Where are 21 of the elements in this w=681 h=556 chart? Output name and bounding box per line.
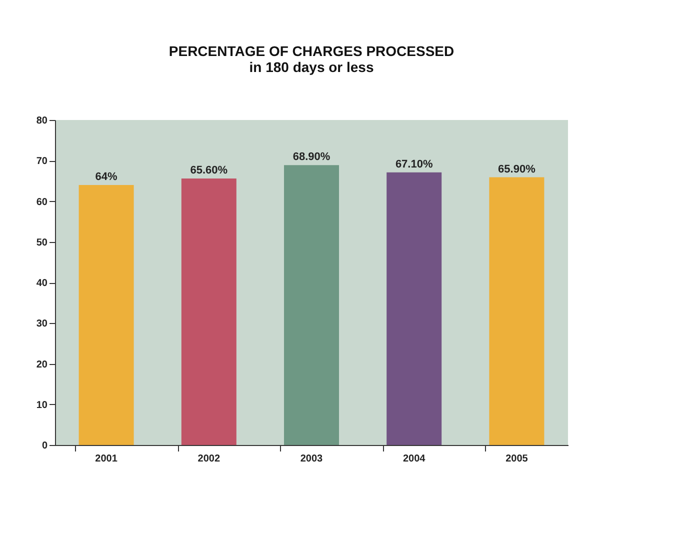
- data-label: 67.10%: [395, 158, 433, 170]
- y-tick-label: 60: [36, 196, 48, 208]
- x-tick-label: 2003: [300, 454, 324, 464]
- y-tick-label: 0: [42, 440, 48, 452]
- y-tick-label: 70: [36, 156, 48, 168]
- x-tick-label: 2004: [402, 454, 426, 464]
- y-tick-label: 40: [36, 278, 48, 289]
- x-tick-label: 2001: [95, 454, 118, 464]
- x-tick-label: 2005: [506, 454, 528, 464]
- y-tick-label: 80: [36, 116, 48, 126]
- chart-title: PERCENTAGE OF CHARGES PROCESSED: [168, 43, 454, 59]
- y-tick-label: 50: [36, 237, 48, 248]
- y-tick-label: 30: [36, 318, 48, 330]
- x-tick-label: 2002: [198, 454, 220, 464]
- data-label: 68.90%: [292, 151, 330, 164]
- chart-subtitle: in 180 days or less: [249, 59, 374, 75]
- y-tick-label: 10: [36, 400, 48, 411]
- data-label: 65.60%: [190, 164, 228, 176]
- y-tick-label: 20: [36, 359, 48, 370]
- data-label: 65.90%: [498, 163, 536, 176]
- data-label: 64%: [95, 171, 118, 183]
